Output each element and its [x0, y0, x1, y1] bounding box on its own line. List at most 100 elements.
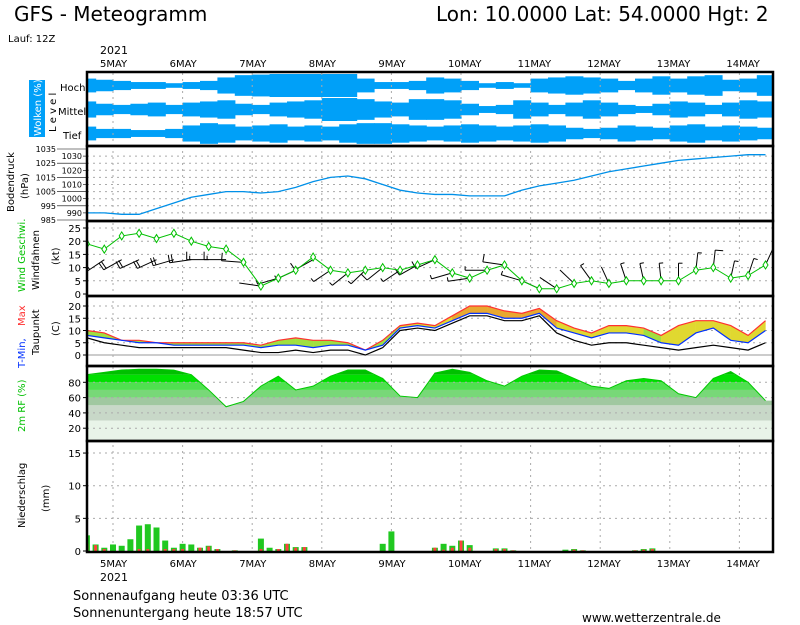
wind-barb-staff — [350, 269, 366, 285]
precip-convective-bar — [442, 549, 446, 551]
dewpoint-line — [87, 315, 766, 356]
cloud-cover-mid-bar — [217, 100, 236, 119]
cloud-cover-low-bar — [234, 126, 253, 141]
wind-barb — [559, 269, 575, 284]
cloud-cover-high-bar — [234, 75, 253, 96]
precip-convective-bar — [581, 550, 585, 551]
wind-barb — [464, 266, 488, 271]
cloud-cover-low-bar — [617, 125, 636, 142]
cloud-level-mid: Mittel — [58, 107, 86, 118]
precip-convective-bar — [294, 547, 298, 551]
precip-convective-bar — [207, 546, 211, 551]
wind-speed-marker — [745, 270, 752, 281]
wind-barb-staff — [119, 259, 140, 269]
cloud-cover-low-bar — [530, 124, 549, 143]
day-label-top: 11MAY — [518, 59, 552, 70]
precip-total-bar — [379, 543, 386, 551]
dewpoint-ylabel: Taupunkt — [31, 309, 42, 356]
day-label-top: 8MAY — [309, 59, 337, 70]
day-label-bottom: 7MAY — [239, 559, 267, 570]
cloud-cover-high-bar — [95, 79, 114, 92]
day-label-top: 13MAY — [657, 59, 691, 70]
cloud-cover-high-bar — [687, 76, 706, 95]
pressure-ylabel: Bodendruck — [6, 152, 17, 212]
cloud-cover-low-bar — [147, 130, 166, 137]
day-label-top: 7MAY — [239, 59, 267, 70]
precip-convective-bar — [511, 550, 515, 551]
cloud-cover-high-bar — [478, 83, 497, 88]
cloud-cover-low-bar — [704, 126, 723, 141]
cloud-cover-mid-bar — [321, 98, 340, 121]
wind-speed-marker — [484, 265, 491, 276]
cloud-cover-low-bar — [635, 126, 653, 141]
cloud-cover-high-bar — [391, 82, 410, 89]
clouds-level-label: L e v e l — [48, 93, 59, 132]
precip-total-bar — [257, 538, 264, 551]
wind-speed-marker — [536, 283, 543, 294]
cloud-cover-mid-bar — [147, 102, 166, 117]
precip-convective-bar — [633, 550, 637, 551]
wind-tick-label: 10 — [68, 264, 81, 275]
precip-total-bar — [87, 535, 90, 551]
day-label-top: 6MAY — [170, 59, 198, 70]
temp-tick-label: 5 — [75, 339, 81, 350]
cloud-cover-high-bar — [356, 78, 375, 93]
wind-speed-marker — [292, 265, 299, 276]
pressure-tick-label: 995 — [41, 202, 56, 211]
wind-speed-marker — [710, 262, 717, 273]
wind-barb — [347, 269, 366, 285]
wind-tick-label: 20 — [68, 237, 81, 248]
day-label-bottom: 5MAY — [100, 559, 128, 570]
wind-barb-feather — [482, 253, 485, 262]
humidity-ylabel: 2m RF (%) — [17, 379, 28, 432]
cloud-cover-low-bar — [443, 125, 462, 142]
cloud-cover-low-bar — [182, 125, 201, 142]
wind-barb-feather — [135, 260, 141, 268]
wind-unit: (kt) — [51, 247, 62, 265]
precip-total-bar — [562, 549, 569, 551]
wind-speed-marker — [518, 275, 525, 286]
cloud-cover-high-bar — [600, 78, 619, 93]
wind-barb-feather — [101, 261, 107, 269]
wind-barb-feather — [150, 258, 154, 266]
wind-barb-feather — [380, 278, 384, 282]
cloud-cover-low-bar — [87, 126, 97, 141]
cloud-cover-low-bar — [513, 125, 532, 142]
wind-speed-marker — [658, 275, 665, 286]
cloud-cover-high-bar — [443, 78, 462, 93]
wind-tick-label: 0 — [75, 290, 81, 301]
cloud-cover-high-bar — [635, 78, 653, 93]
temp-tick-label: 10 — [68, 327, 81, 338]
sunset-text: Sonnenuntergang heute 18:57 UTC — [73, 606, 303, 621]
website-link[interactable]: www.wetterzentrale.de — [582, 611, 721, 625]
cloud-cover-mid-bar — [722, 102, 740, 117]
cloud-cover-low-bar — [391, 124, 410, 143]
cloud-cover-low-bar — [652, 127, 671, 140]
precip-convective-bar — [459, 540, 463, 551]
humidity-tick-label: 20 — [68, 424, 81, 435]
precip-convective-bar — [94, 545, 98, 551]
cloud-cover-high-bar — [130, 82, 149, 89]
cloud-cover-mid-bar — [582, 100, 601, 119]
pressure-tick-label: 1025 — [36, 159, 56, 168]
cloud-cover-mid-bar — [304, 100, 323, 119]
precip-convective-bar — [302, 547, 306, 551]
cloud-cover-high-bar — [252, 74, 271, 97]
wind-speed-marker — [310, 252, 317, 262]
pressure-line — [87, 154, 766, 215]
panel-frame — [85, 439, 775, 554]
cloud-cover-mid-bar — [426, 99, 445, 120]
wind-barb-staff — [559, 269, 575, 284]
wind-barb — [239, 282, 261, 287]
temp-tick-label: 0 — [75, 351, 81, 362]
day-label-bottom: 12MAY — [587, 559, 621, 570]
cloud-cover-mid-bar — [565, 102, 584, 117]
cloud-cover-mid-bar — [495, 104, 514, 115]
precip-convective-bar — [137, 549, 141, 551]
humidity-line — [87, 368, 766, 408]
cloud-cover-mid-bar — [374, 101, 392, 118]
wind-speed-marker — [379, 262, 386, 273]
day-label-bottom: 10MAY — [448, 559, 482, 570]
chart-title: GFS - Meteogramm — [14, 2, 207, 26]
